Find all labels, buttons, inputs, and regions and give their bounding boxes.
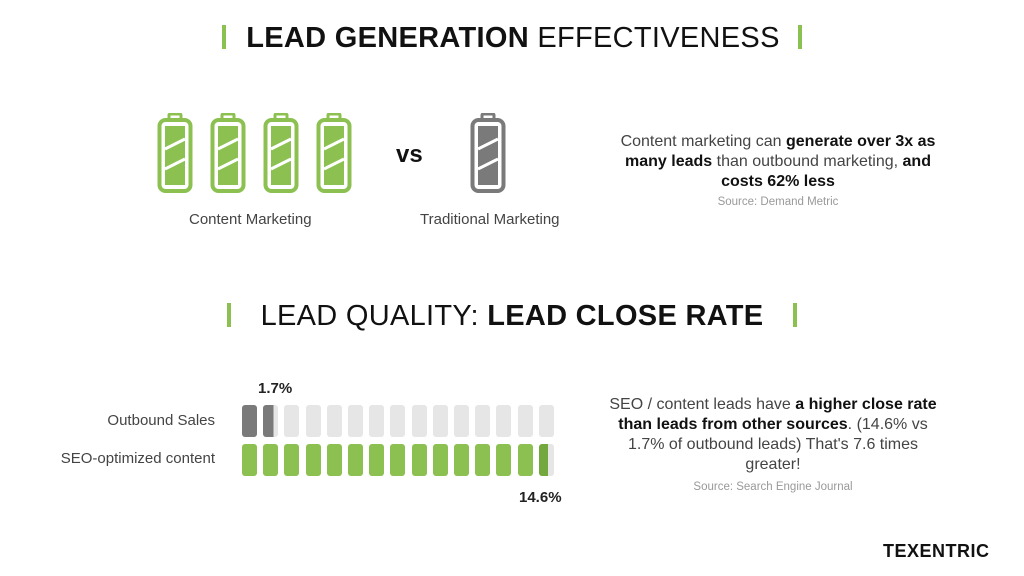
bar-segment [305,444,321,476]
bar-segment [475,405,491,437]
traditional-marketing-label: Traditional Marketing [420,211,560,228]
bar-segment [242,444,257,476]
bar-segment [263,444,279,476]
outbound-value-label: 1.7% [258,380,293,397]
bar-segment [454,405,469,437]
source-search-engine-journal: Source: Search Engine Journal [693,481,853,493]
bar-segment [326,444,342,476]
seo-content-label: SEO-optimized content [60,450,215,467]
bar-segment [517,405,533,437]
bar-segment [242,405,257,437]
bar-segment [390,444,406,476]
accent-bar-left [226,303,231,327]
bar-segment [411,405,427,437]
seo-value-label: 14.6% [519,489,562,506]
battery-full-icon [316,113,352,193]
battery-gray-icon [470,113,506,193]
content-marketing-label: Content Marketing [189,211,312,228]
bar-segment [263,405,279,437]
outbound-sales-label: Outbound Sales [107,412,215,429]
source-demand-metric: Source: Demand Metric [717,196,839,208]
section2-title: LEAD QUALITY: LEAD CLOSE RATE [0,300,1024,333]
battery-full-icon [263,113,299,193]
bar-segment [390,405,406,437]
brand-logo: TEXENTRIC [883,541,990,561]
bar-segment [369,405,385,437]
bar-segment [538,444,554,476]
bar-segment [305,405,321,437]
bar-segment [496,444,512,476]
bar-segment [369,444,385,476]
bar-segment [517,444,533,476]
vs-label: vs [396,141,423,168]
lead-gen-statement: Content marketing can generate over 3x a… [620,133,936,190]
bar-segment [432,444,448,476]
bar-segment [348,444,363,476]
bar-segment [326,405,342,437]
bar-segment [454,444,469,476]
accent-bar-right [793,303,798,327]
bar-segment [496,405,512,437]
section1-title: LEAD GENERATION EFFECTIVENESS [0,22,1024,55]
accent-bar-right [797,25,802,49]
bar-segment [475,444,491,476]
accent-bar-left [222,25,227,49]
bar-segment [284,405,300,437]
bar-segment [411,444,427,476]
bar-segment [284,444,300,476]
battery-full-icon [210,113,246,193]
bar-segment [538,405,554,437]
battery-full-icon [157,113,193,193]
close-rate-statement: SEO / content leads have a higher close … [609,396,937,473]
bar-segment [348,405,363,437]
bar-segment [432,405,448,437]
